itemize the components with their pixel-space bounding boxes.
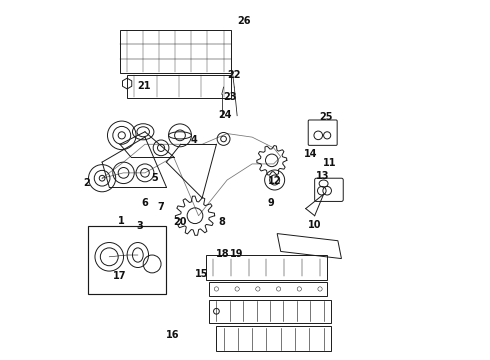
Text: 9: 9 (268, 198, 274, 208)
Text: 16: 16 (166, 330, 180, 341)
Text: 20: 20 (173, 217, 187, 227)
Bar (120, 30, 231, 73)
Text: 6: 6 (141, 198, 147, 208)
Text: 5: 5 (151, 173, 158, 183)
Text: 18: 18 (216, 249, 230, 259)
Bar (209, 300, 331, 323)
Text: 13: 13 (316, 171, 330, 181)
Text: 1: 1 (119, 216, 125, 226)
Text: 12: 12 (268, 176, 281, 186)
Bar (206, 255, 327, 280)
Text: 21: 21 (138, 81, 151, 91)
Text: 26: 26 (238, 16, 251, 26)
Bar (127, 75, 231, 98)
Text: 25: 25 (319, 112, 333, 122)
Text: 2: 2 (84, 178, 91, 188)
Text: 4: 4 (191, 135, 197, 145)
Text: 8: 8 (219, 217, 225, 227)
Text: 22: 22 (227, 69, 240, 80)
Bar (217, 327, 331, 351)
Text: 19: 19 (230, 249, 244, 259)
Text: 14: 14 (304, 149, 318, 159)
Bar (88, 226, 167, 294)
Text: 15: 15 (195, 269, 208, 279)
Bar (209, 282, 327, 296)
Text: 10: 10 (308, 220, 321, 230)
Text: 7: 7 (158, 202, 165, 212)
Text: 23: 23 (223, 92, 237, 102)
Text: 17: 17 (113, 271, 126, 281)
Text: 3: 3 (136, 221, 143, 231)
Text: 11: 11 (323, 158, 337, 168)
Text: 24: 24 (219, 110, 232, 120)
